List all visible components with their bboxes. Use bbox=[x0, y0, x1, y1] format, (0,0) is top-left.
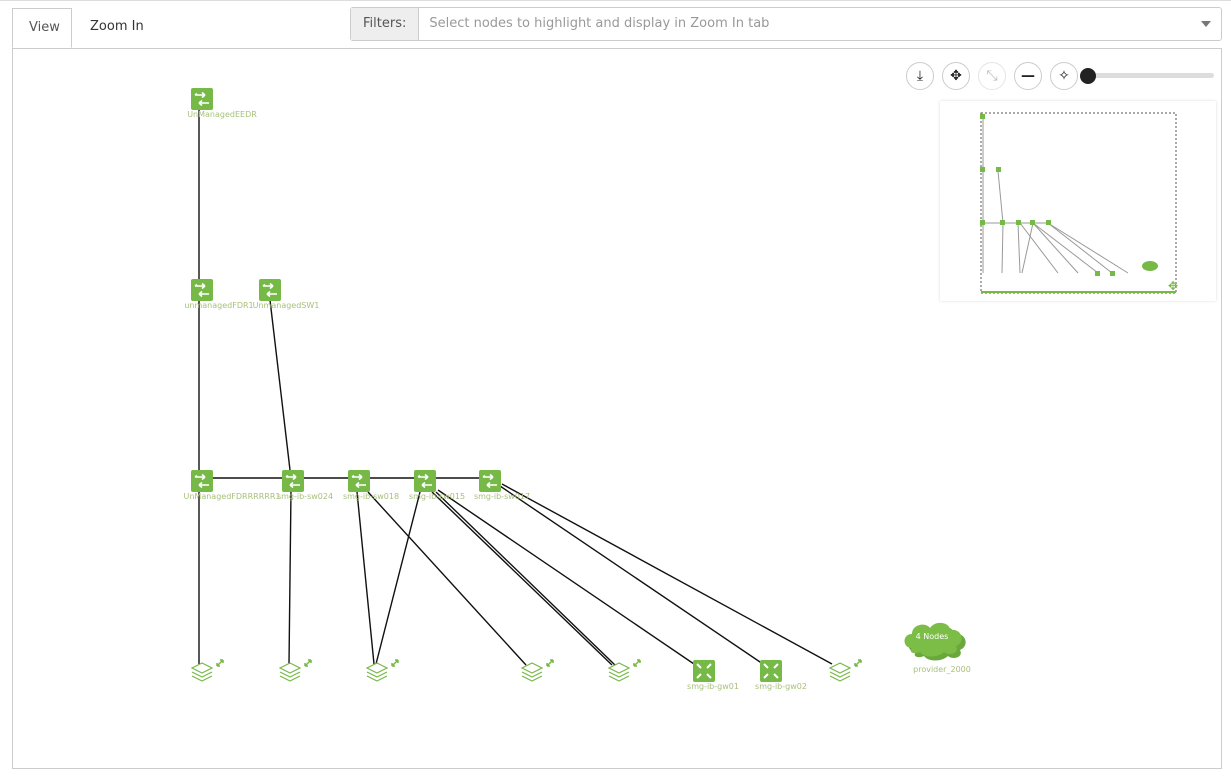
move-icon[interactable]: ✥ bbox=[942, 62, 970, 90]
node-sw024[interactable]: smg-ib-sw024 bbox=[277, 469, 333, 501]
top-border bbox=[0, 0, 1231, 1]
svg-text:unmanagedFDR1: unmanagedFDR1 bbox=[184, 301, 253, 310]
host-node[interactable] bbox=[279, 659, 312, 682]
node-sw015[interactable]: smg-ib-sw015 bbox=[409, 469, 465, 501]
filters-select[interactable]: Filters: Select nodes to highlight and d… bbox=[350, 7, 1222, 41]
center-icon[interactable]: ✧ bbox=[1050, 62, 1078, 90]
host-node[interactable] bbox=[366, 659, 399, 682]
svg-text:smg-ib-gw01: smg-ib-gw01 bbox=[687, 682, 739, 691]
svg-text:UnManagedFDRRRRRR1: UnManagedFDRRRRRR1 bbox=[184, 492, 281, 501]
svg-text:smg-ib-sw015: smg-ib-sw015 bbox=[409, 492, 465, 501]
node-gw02[interactable]: smg-ib-gw02 bbox=[755, 659, 807, 691]
download-icon[interactable]: ⤓ bbox=[906, 62, 934, 90]
svg-text:smg-ib-gw02: smg-ib-gw02 bbox=[755, 682, 807, 691]
filters-placeholder[interactable]: Select nodes to highlight and display in… bbox=[429, 16, 770, 31]
tab-zoom-in[interactable]: Zoom In bbox=[90, 19, 144, 34]
zoom-slider-handle[interactable] bbox=[1080, 68, 1096, 84]
edges bbox=[198, 99, 833, 666]
svg-text:4 Nodes: 4 Nodes bbox=[916, 632, 949, 641]
cloud-node[interactable]: 4 Nodes provider_2000 bbox=[904, 622, 971, 674]
svg-text:smg-ib-sw024: smg-ib-sw024 bbox=[277, 492, 333, 501]
svg-text:smg-ib-sw017: smg-ib-sw017 bbox=[474, 492, 530, 501]
host-node[interactable] bbox=[191, 659, 224, 682]
filters-label: Filters: bbox=[351, 8, 420, 40]
svg-text:provider_2000: provider_2000 bbox=[913, 665, 971, 674]
node-fdr1[interactable]: unmanagedFDR1 bbox=[184, 278, 254, 310]
node-gw01[interactable]: smg-ib-gw01 bbox=[687, 659, 739, 691]
node-sw1[interactable]: UnmanagedSW1 bbox=[253, 278, 320, 310]
svg-text:smg-ib-sw018: smg-ib-sw018 bbox=[343, 492, 399, 501]
node-sw018[interactable]: smg-ib-sw018 bbox=[343, 469, 399, 501]
node-sw017[interactable]: smg-ib-sw017 bbox=[474, 469, 530, 501]
host-node[interactable] bbox=[829, 659, 862, 682]
node-fdrr[interactable]: UnManagedFDRRRRRR1 bbox=[184, 469, 281, 501]
chevron-down-icon[interactable] bbox=[1201, 21, 1211, 27]
minimap-graph: ✥ bbox=[980, 112, 1178, 294]
minus-icon[interactable]: — bbox=[1014, 62, 1042, 90]
tab-view[interactable]: View bbox=[12, 8, 72, 48]
svg-text:UnManagedEEDR: UnManagedEEDR bbox=[187, 110, 257, 119]
svg-text:UnmanagedSW1: UnmanagedSW1 bbox=[253, 301, 320, 310]
topology-panel bbox=[12, 48, 1222, 769]
move-icon[interactable]: ✥ bbox=[1168, 279, 1178, 293]
collapse-icon[interactable]: ⤡ bbox=[978, 62, 1006, 90]
zoom-slider[interactable] bbox=[1088, 73, 1214, 78]
minimap[interactable]: ✥ bbox=[940, 101, 1216, 301]
host-node[interactable] bbox=[521, 659, 554, 682]
node-eedr[interactable]: UnManagedEEDR bbox=[187, 87, 257, 119]
